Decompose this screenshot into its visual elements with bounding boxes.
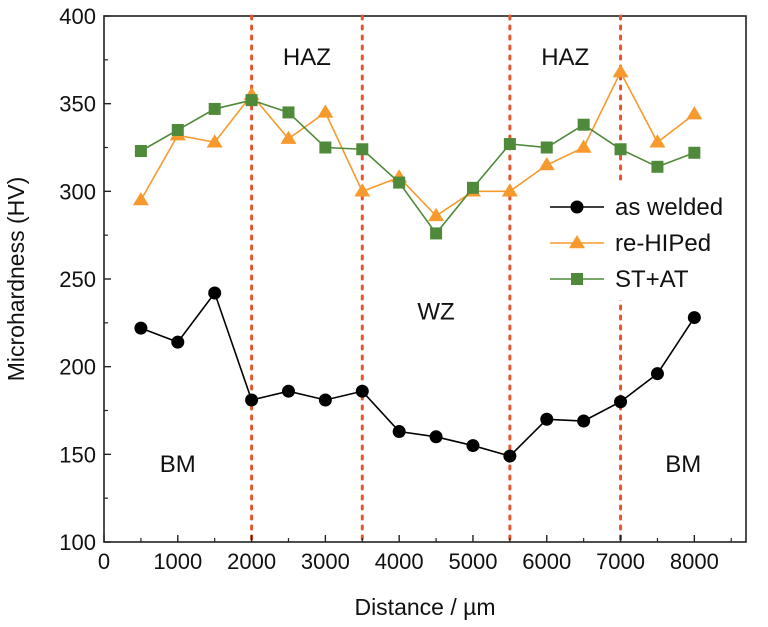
data-point — [650, 367, 664, 381]
data-point — [355, 384, 369, 398]
y-tick-label: 350 — [59, 92, 96, 117]
data-point — [569, 235, 585, 249]
region-label-bm: BM — [665, 451, 701, 478]
data-point — [538, 157, 555, 171]
data-point — [356, 143, 369, 156]
y-tick-label: 250 — [59, 267, 96, 292]
series-as-welded — [134, 286, 701, 463]
data-point — [570, 200, 584, 214]
data-point — [575, 139, 592, 153]
y-tick-label: 400 — [59, 4, 96, 29]
data-point — [208, 102, 221, 115]
data-point — [466, 181, 479, 194]
region-label-haz: HAZ — [541, 44, 589, 71]
data-point — [614, 143, 627, 156]
x-tick-label: 3000 — [301, 549, 350, 574]
data-point — [540, 412, 554, 426]
data-point — [466, 439, 480, 453]
data-point — [134, 321, 148, 335]
data-point — [208, 286, 222, 300]
data-point — [649, 134, 666, 148]
region-label-bm: BM — [160, 451, 196, 478]
y-axis-ticks: 100 150 200 250 300 350 400 — [59, 4, 111, 555]
data-point — [503, 449, 517, 463]
series-line — [140, 291, 696, 457]
legend: as welded re-HIPed ST+AT — [543, 184, 733, 300]
legend-item: re-HIPed — [550, 230, 711, 257]
series-st-at — [134, 94, 701, 240]
x-axis-ticks: 0 1000 2000 3000 4000 5000 6000 7000 8000 — [98, 535, 732, 574]
y-axis-title: Microhardness (HV) — [3, 177, 29, 382]
series-line — [140, 99, 695, 235]
x-tick-label: 8000 — [670, 549, 719, 574]
legend-item: as welded — [550, 194, 723, 221]
series-group — [132, 64, 703, 463]
data-point — [688, 146, 701, 159]
legend-label: ST+AT — [615, 266, 689, 293]
y-tick-label: 300 — [59, 179, 96, 204]
data-point — [317, 104, 334, 118]
region-label-haz: HAZ — [283, 44, 331, 71]
data-point — [686, 106, 703, 120]
x-tick-label: 5000 — [448, 549, 497, 574]
data-point — [501, 183, 518, 197]
data-point — [282, 106, 295, 119]
y-tick-label: 200 — [59, 355, 96, 380]
data-point — [318, 393, 332, 407]
data-point — [245, 393, 259, 407]
data-point — [430, 227, 443, 240]
x-tick-label: 2000 — [227, 549, 276, 574]
data-point — [571, 273, 583, 285]
x-tick-label: 4000 — [375, 549, 424, 574]
data-point — [132, 192, 149, 206]
data-point — [245, 94, 258, 107]
data-point — [540, 141, 553, 154]
data-point — [206, 134, 223, 148]
legend-label: as welded — [615, 194, 723, 221]
x-axis-title: Distance / µm — [354, 594, 495, 620]
data-point — [577, 414, 591, 428]
data-point — [612, 64, 629, 78]
x-tick-label: 7000 — [596, 549, 645, 574]
region-labels: HAZ HAZ WZ BM BM — [160, 44, 701, 478]
x-tick-label: 6000 — [522, 549, 571, 574]
data-point — [503, 137, 516, 150]
series-line — [140, 70, 695, 217]
data-point — [280, 130, 297, 144]
x-tick-label: 1000 — [153, 549, 202, 574]
region-label-wz: WZ — [417, 298, 454, 325]
data-point — [171, 335, 185, 349]
data-point — [134, 145, 147, 158]
y-tick-label: 100 — [59, 530, 96, 555]
data-point — [651, 160, 664, 173]
y-tick-label: 150 — [59, 442, 96, 467]
legend-item: ST+AT — [550, 266, 689, 293]
data-point — [429, 430, 443, 444]
data-point — [281, 384, 295, 398]
data-point — [354, 183, 371, 197]
data-point — [577, 118, 590, 131]
data-point — [393, 176, 406, 189]
data-point — [614, 395, 628, 409]
legend-label: re-HIPed — [615, 230, 711, 257]
data-point — [392, 425, 406, 439]
data-point — [171, 123, 184, 136]
data-point — [428, 207, 445, 222]
x-tick-label: 0 — [98, 549, 110, 574]
data-point — [319, 141, 332, 154]
data-point — [687, 311, 701, 325]
